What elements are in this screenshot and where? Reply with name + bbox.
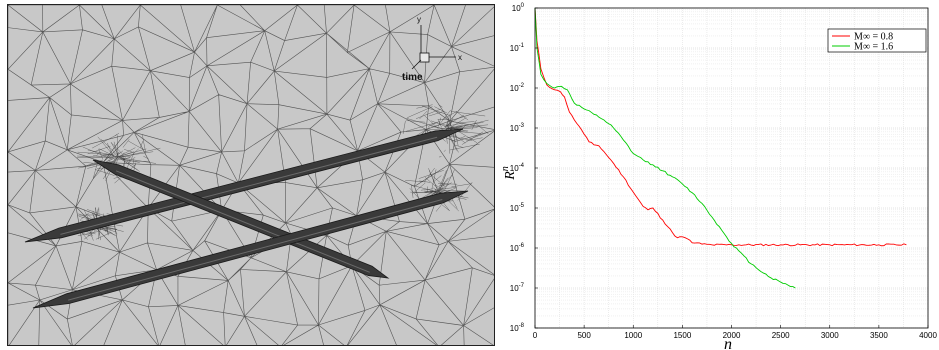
slender-bodies — [24, 128, 469, 309]
y-tick-label: 100 — [512, 3, 525, 13]
series-line-1 — [534, 7, 907, 247]
y-axis-label-base: R — [503, 171, 518, 181]
svg-text:Rn: Rn — [500, 166, 518, 181]
mesh-figure: y x time — [7, 4, 495, 346]
legend-entry: M∞ = 0.8 — [854, 32, 893, 43]
x-axis-letter: x — [458, 53, 462, 62]
plot-grid — [534, 8, 929, 329]
body-2 — [92, 159, 390, 279]
body-3 — [32, 190, 469, 309]
x-tick-label: 2500 — [772, 331, 790, 340]
series-layer — [534, 7, 907, 289]
body-1 — [24, 128, 464, 243]
residual-plot: 0 500 1000 1500 2000 2500 3000 3500 4000 100 10-1… — [500, 0, 939, 350]
x-tick-labels: 0 500 1000 1500 2000 2500 3000 3500 4000 — [533, 325, 937, 340]
y-axis-label-sup: n — [500, 166, 511, 171]
x-tick-label: 4000 — [919, 331, 937, 340]
y-axis-letter: y — [417, 15, 421, 24]
x-tick-label: 3000 — [821, 331, 839, 340]
y-tick-label: 10-6 — [510, 243, 525, 253]
y-tick-label: 10-4 — [510, 163, 525, 173]
triad-box — [419, 52, 430, 63]
time-label: time — [402, 72, 423, 83]
y-tick-labels: 100 10-1 10-2 10-3 10-4 10-5 10-6 10-7 10-8 — [510, 3, 538, 333]
y-tick-label: 10-2 — [510, 83, 525, 93]
x-axis-label: n — [724, 336, 732, 350]
legend-box — [827, 28, 927, 53]
legend: M∞ = 0.8M∞ = 1.6 — [827, 28, 927, 53]
legend-entry: M∞ = 1.6 — [854, 42, 893, 53]
axis-triad: y x time — [402, 15, 462, 83]
x-tick-label: 2000 — [723, 331, 741, 340]
y-tick-label: 10-1 — [510, 43, 525, 53]
y-tick-label: 10-8 — [510, 323, 525, 333]
y-tick-label: 10-3 — [510, 123, 525, 133]
mesh-svg: y x time — [8, 5, 494, 345]
x-tick-label: 1000 — [624, 331, 642, 340]
x-tick-label: 1500 — [673, 331, 691, 340]
plot-svg: 0 500 1000 1500 2000 2500 3000 3500 4000 100 10-1… — [500, 3, 937, 350]
y-tick-label: 10-7 — [510, 283, 525, 293]
y-axis-label: Rn — [500, 166, 518, 181]
x-tick-label: 0 — [533, 331, 538, 340]
x-tick-label: 500 — [577, 331, 591, 340]
series-line-2 — [534, 7, 796, 289]
x-tick-label: 3500 — [870, 331, 888, 340]
y-tick-label: 10-5 — [510, 203, 525, 213]
